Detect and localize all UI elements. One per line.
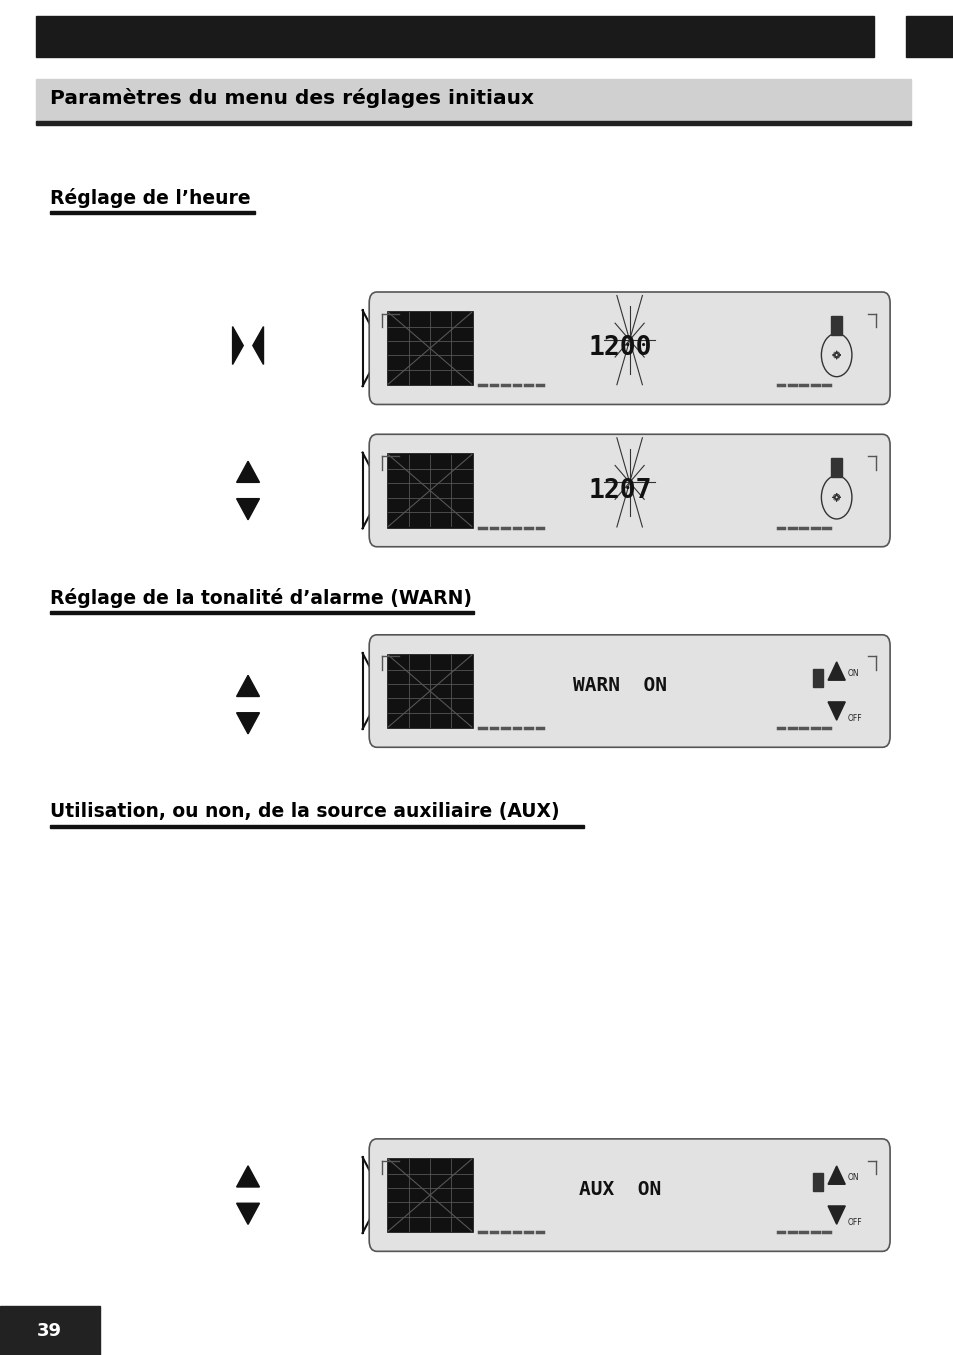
Text: Paramètres du menu des réglages initiaux: Paramètres du menu des réglages initiaux xyxy=(50,88,533,107)
FancyBboxPatch shape xyxy=(387,453,472,527)
Bar xyxy=(905,16,953,57)
Bar xyxy=(830,458,841,477)
Polygon shape xyxy=(827,702,844,721)
FancyBboxPatch shape xyxy=(387,653,472,729)
Polygon shape xyxy=(253,327,263,364)
Text: AUX  ON: AUX ON xyxy=(578,1180,660,1199)
FancyBboxPatch shape xyxy=(387,310,472,385)
Polygon shape xyxy=(236,675,259,696)
Bar xyxy=(36,79,910,122)
FancyBboxPatch shape xyxy=(369,434,889,546)
Text: 1207: 1207 xyxy=(588,477,651,504)
Text: OFF: OFF xyxy=(847,714,862,722)
Bar xyxy=(812,1173,822,1191)
FancyBboxPatch shape xyxy=(369,634,889,748)
Text: 1200: 1200 xyxy=(588,335,651,362)
Text: Réglage de l’heure: Réglage de l’heure xyxy=(50,188,250,207)
Bar xyxy=(812,669,822,687)
Polygon shape xyxy=(236,499,259,520)
FancyBboxPatch shape xyxy=(369,293,889,404)
Text: ON: ON xyxy=(847,1173,859,1182)
FancyBboxPatch shape xyxy=(369,1138,889,1252)
Polygon shape xyxy=(236,713,259,734)
Bar xyxy=(50,825,583,828)
Bar xyxy=(0,1306,100,1355)
Text: OFF: OFF xyxy=(847,1218,862,1226)
Polygon shape xyxy=(236,1165,259,1187)
Polygon shape xyxy=(827,1206,844,1225)
FancyBboxPatch shape xyxy=(387,1157,472,1233)
Bar xyxy=(36,16,873,57)
Bar xyxy=(36,121,910,125)
Text: 39: 39 xyxy=(37,1321,62,1340)
Polygon shape xyxy=(233,327,243,364)
Text: Réglage de la tonalité d’alarme (WARN): Réglage de la tonalité d’alarme (WARN) xyxy=(50,588,471,607)
Bar xyxy=(830,316,841,335)
Polygon shape xyxy=(236,1203,259,1225)
Text: ON: ON xyxy=(847,669,859,678)
Polygon shape xyxy=(827,663,844,680)
Text: WARN  ON: WARN ON xyxy=(573,676,666,695)
Text: Utilisation, ou non, de la source auxiliaire (AUX): Utilisation, ou non, de la source auxili… xyxy=(50,802,558,821)
Polygon shape xyxy=(236,461,259,482)
Bar xyxy=(50,211,254,214)
Bar xyxy=(50,611,474,614)
Polygon shape xyxy=(827,1165,844,1184)
